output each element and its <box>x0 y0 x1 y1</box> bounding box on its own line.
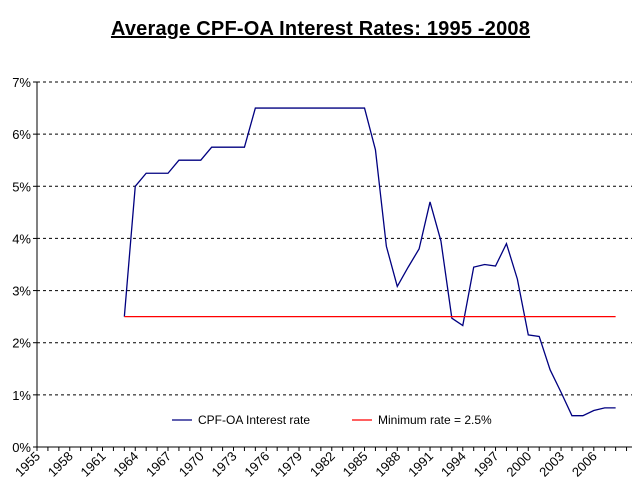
y-tick-label: 7% <box>12 75 31 90</box>
series-line-1 <box>123 107 616 417</box>
x-tick-label: 2000 <box>503 449 534 480</box>
x-tick-label: 1991 <box>405 449 436 480</box>
x-tick-label: 1997 <box>471 449 502 480</box>
x-tick-label: 1958 <box>45 449 76 480</box>
x-tick-label: 1988 <box>372 449 403 480</box>
x-tick-label: 2006 <box>569 449 600 480</box>
y-tick-label: 5% <box>12 179 31 194</box>
y-tick-label: 3% <box>12 284 31 299</box>
x-tick-label: 1967 <box>143 449 174 480</box>
y-tick-label: 2% <box>12 336 31 351</box>
x-tick-label: 1994 <box>438 449 469 480</box>
y-tick-label: 1% <box>12 388 31 403</box>
x-tick-label: 2003 <box>536 449 567 480</box>
chart-title: Average CPF-OA Interest Rates: 1995 -200… <box>110 18 531 40</box>
legend-label-1: CPF-OA Interest rate <box>198 413 310 427</box>
y-tick-label: 4% <box>12 231 31 246</box>
x-tick-label: 1964 <box>110 449 141 480</box>
y-tick-label: 0% <box>12 440 31 455</box>
x-tick-label: 1985 <box>340 449 371 480</box>
y-tick-label: 6% <box>12 127 31 142</box>
x-tick-label: 1961 <box>78 449 109 480</box>
legend-label-2: Minimum rate = 2.5% <box>378 413 492 427</box>
x-tick-label: 1976 <box>241 449 272 480</box>
x-tick-label: 1970 <box>176 449 207 480</box>
x-tick-label: 1982 <box>307 449 338 480</box>
x-tick-label: 1973 <box>209 449 240 480</box>
x-tick-label: 1979 <box>274 449 305 480</box>
